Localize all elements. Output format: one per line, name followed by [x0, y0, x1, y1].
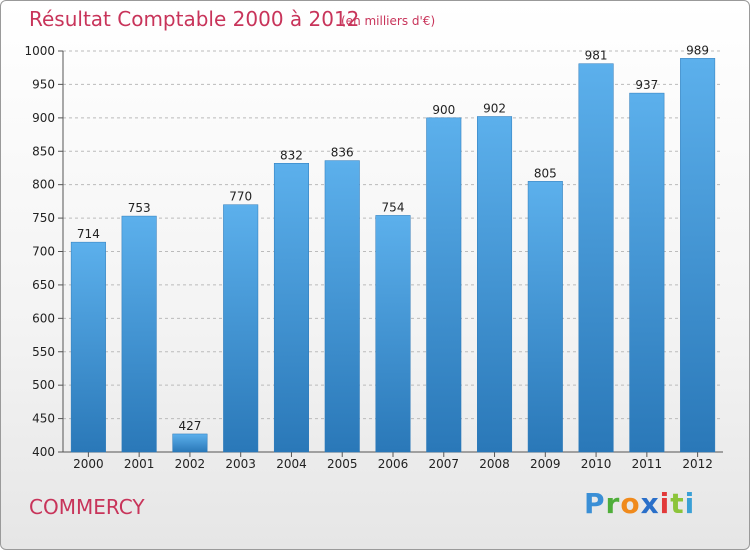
y-tick-label: 800 — [32, 178, 55, 192]
x-tick-label: 2010 — [581, 457, 612, 471]
value-label: 754 — [382, 200, 405, 214]
value-label: 902 — [483, 101, 506, 115]
x-tick-label: 2012 — [682, 457, 713, 471]
y-tick-label: 1000 — [24, 44, 55, 58]
bar-2005 — [324, 160, 360, 453]
y-tick-label: 650 — [32, 278, 55, 292]
value-label: 427 — [178, 419, 201, 433]
x-tick-label: 2011 — [632, 457, 663, 471]
value-label: 989 — [686, 43, 709, 57]
x-tick-label: 2003 — [225, 457, 256, 471]
x-tick-label: 2002 — [175, 457, 206, 471]
logo-letter: x — [640, 487, 660, 520]
y-tick-label: 750 — [32, 211, 55, 225]
bar-2002 — [172, 433, 208, 453]
bar-2008 — [477, 116, 513, 453]
y-tick-label: 850 — [32, 144, 55, 158]
bar-2003 — [223, 204, 259, 453]
value-labels: 714 753 427 770 832 836 754 900 902 805 981 937 989 — [77, 43, 709, 433]
y-tick-label: 400 — [32, 445, 55, 459]
y-tick-label: 500 — [32, 378, 55, 392]
y-tick-label: 600 — [32, 311, 55, 325]
value-label: 900 — [432, 103, 455, 117]
value-label: 770 — [229, 190, 252, 204]
bar-2000 — [70, 241, 106, 453]
value-label: 832 — [280, 148, 303, 162]
y-tick-label: 550 — [32, 345, 55, 359]
chart-title: Résultat Comptable 2000 à 2012 — [29, 7, 360, 31]
logo-letter: i — [659, 487, 671, 520]
value-label: 714 — [77, 227, 100, 241]
y-tick-label: 700 — [32, 245, 55, 259]
y-tick-label: 900 — [32, 111, 55, 125]
logo-letter: t — [670, 487, 685, 520]
bar-2001 — [121, 215, 157, 453]
x-tick-label: 2007 — [428, 457, 459, 471]
value-label: 937 — [635, 78, 658, 92]
logo-letter: P — [584, 487, 606, 520]
y-tick-label: 450 — [32, 412, 55, 426]
logo-letter: o — [620, 487, 641, 520]
y-tick-label: 950 — [32, 77, 55, 91]
bar-2010 — [578, 63, 614, 453]
x-tick-label: 2001 — [124, 457, 155, 471]
x-tick-label: 2006 — [378, 457, 409, 471]
bar-2012 — [680, 58, 716, 453]
x-tick-label: 2008 — [479, 457, 510, 471]
bars — [70, 58, 716, 453]
logo-letter: r — [605, 487, 621, 520]
bar-2006 — [375, 215, 411, 453]
bar-2007 — [426, 117, 462, 453]
value-label: 805 — [534, 166, 557, 180]
commune-name: COMMERCY — [29, 495, 145, 519]
logo-letter: i — [684, 487, 696, 520]
x-tick-label: 2004 — [276, 457, 307, 471]
bar-2011 — [629, 92, 665, 453]
bar-2004 — [273, 163, 309, 453]
bar-2009 — [527, 181, 563, 453]
value-label: 981 — [585, 49, 608, 63]
value-label: 753 — [128, 201, 151, 215]
axes: 400 450 500 550 600 650 700 750 800 850 900 950 1000… — [24, 44, 723, 471]
x-tick-label: 2009 — [530, 457, 561, 471]
x-tick-label: 2005 — [327, 457, 358, 471]
value-label: 836 — [331, 146, 354, 160]
chart-subtitle: (en milliers d'€) — [341, 14, 436, 28]
x-tick-label: 2000 — [73, 457, 104, 471]
proxiti-logo[interactable]: Proxiti — [584, 487, 695, 520]
